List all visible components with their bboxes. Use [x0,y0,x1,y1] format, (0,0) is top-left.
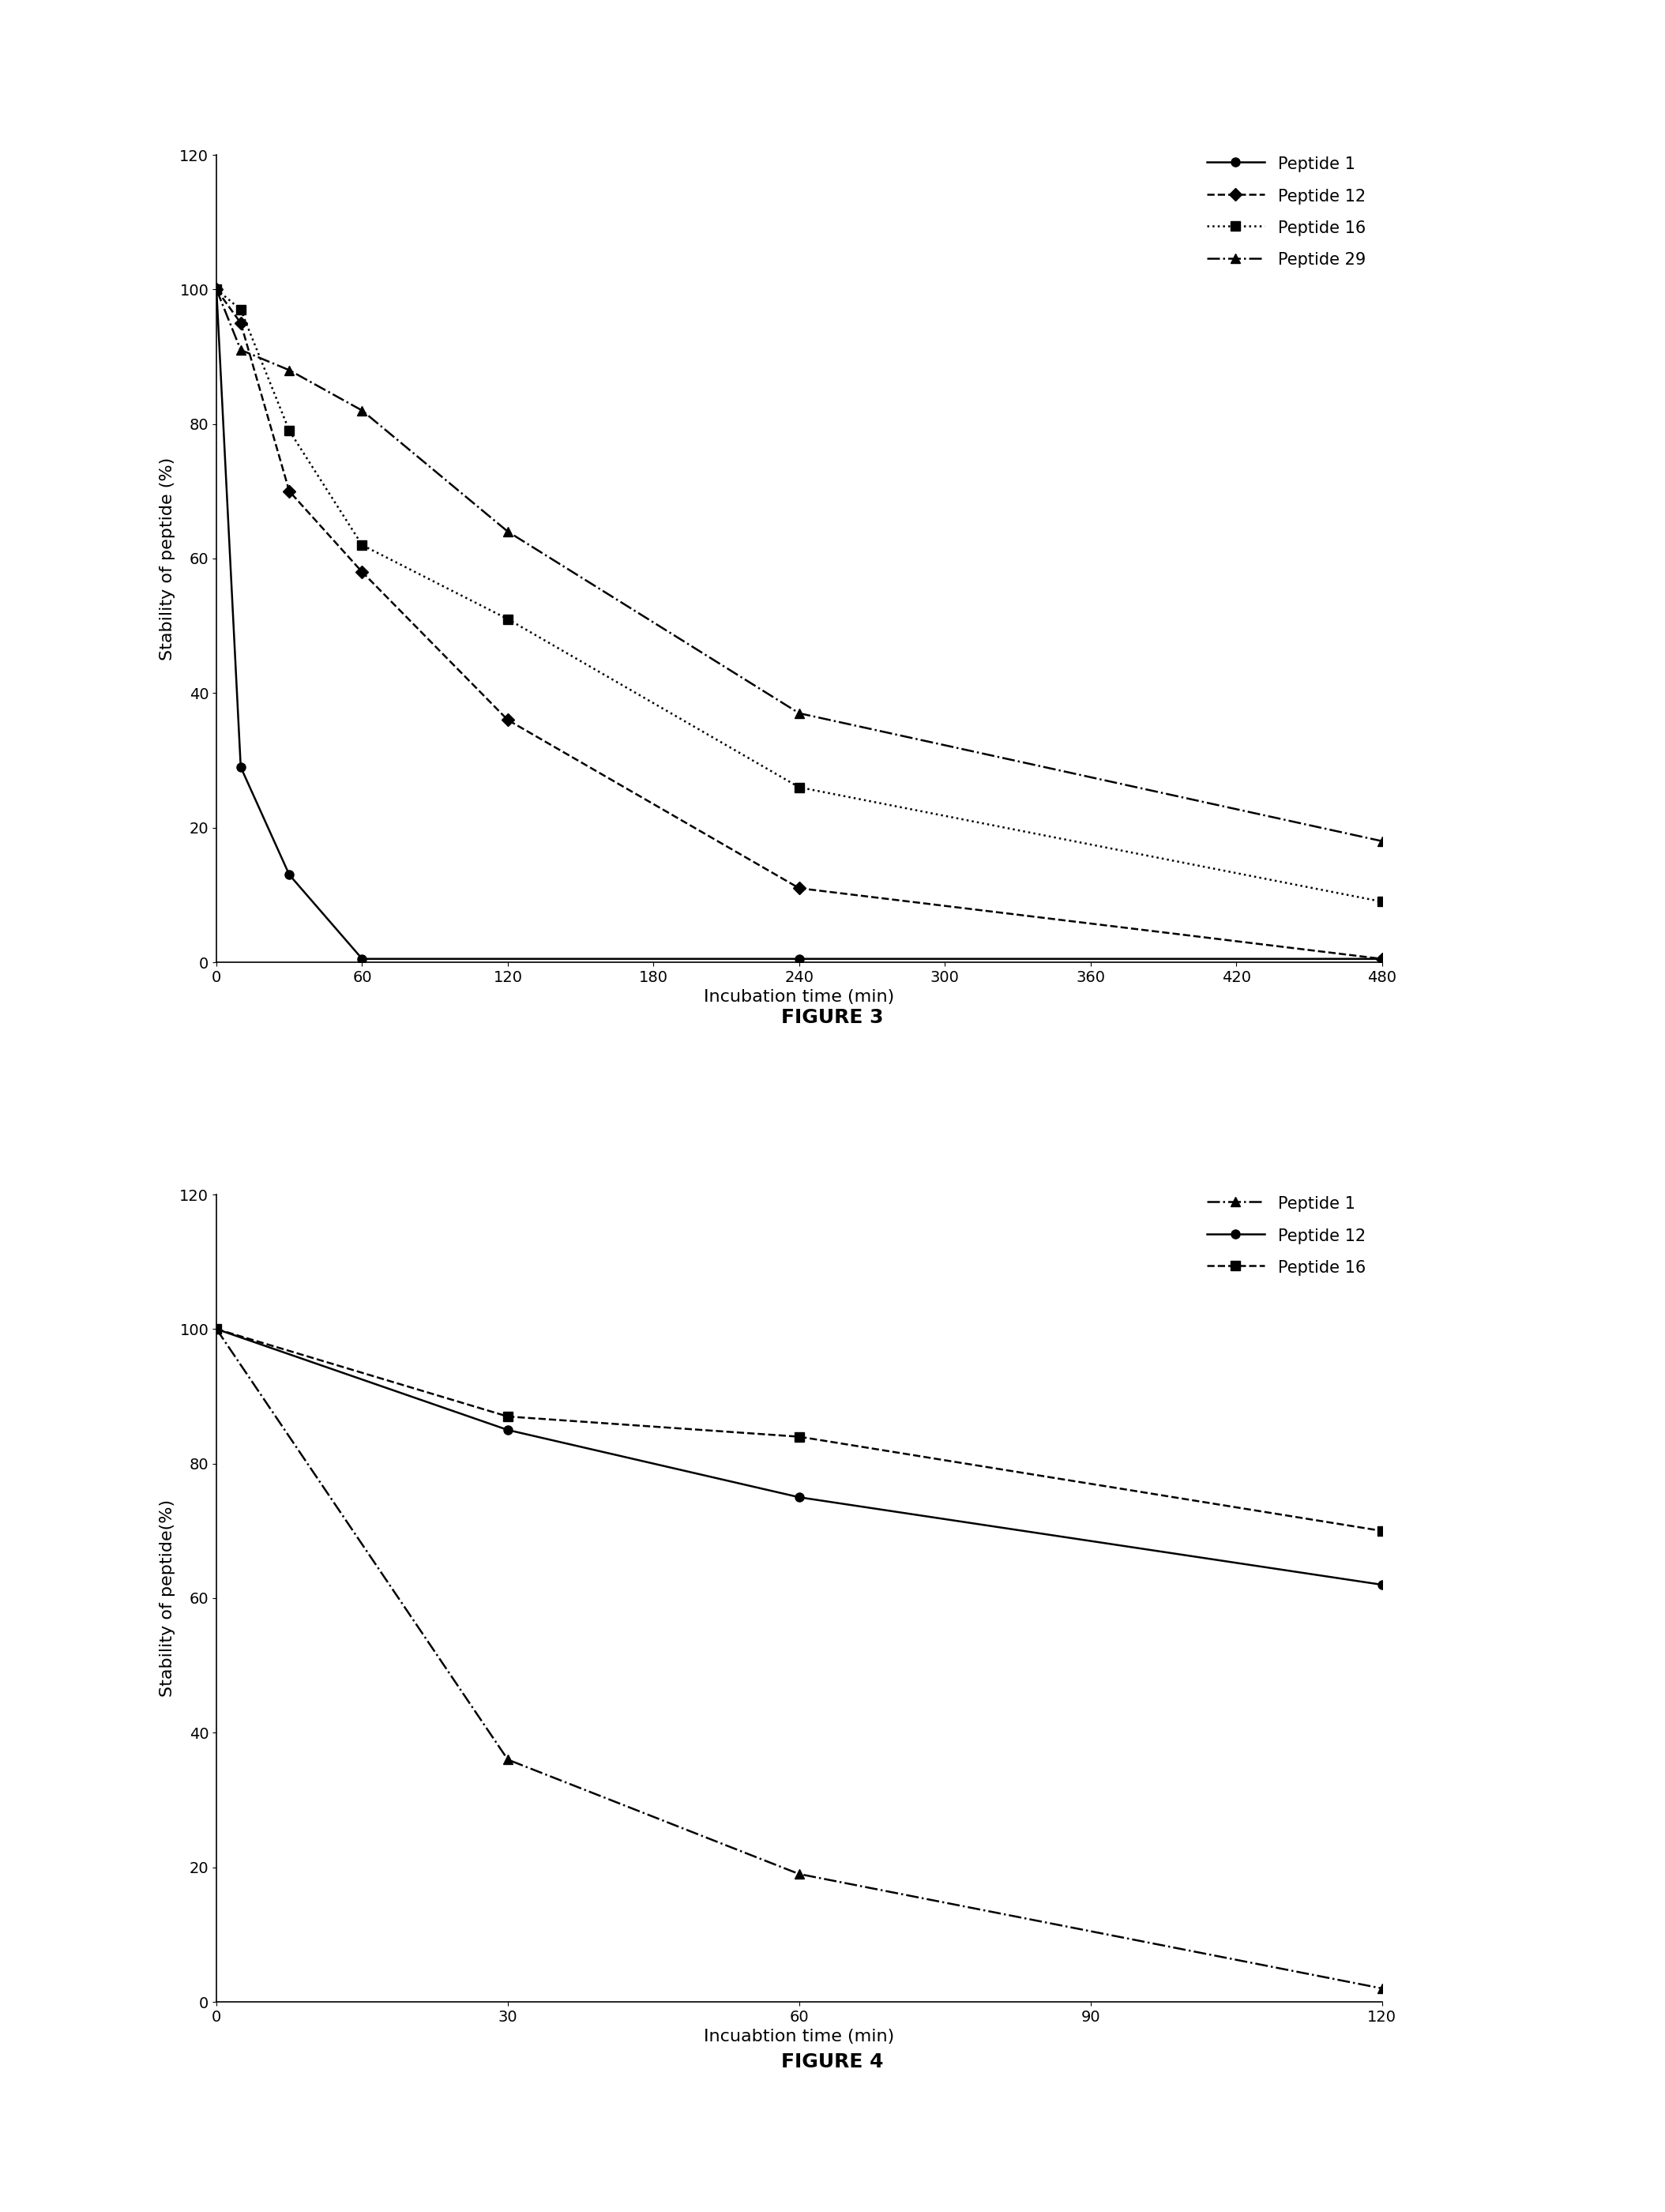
Peptide 12 [498,708,518,734]
Line: Peptide 29: Peptide 29 [211,285,1387,845]
Peptide 1 [1372,1975,1392,2002]
X-axis label: Incuabtion time (min): Incuabtion time (min) [704,2028,894,2044]
Text: FIGURE 3: FIGURE 3 [781,1009,884,1026]
Peptide 16 [1372,889,1392,916]
Peptide 12 [280,478,300,504]
Line: Peptide 16: Peptide 16 [211,1325,1387,1535]
Peptide 12 [789,876,809,902]
Peptide 16 [206,276,226,303]
Peptide 12 [206,276,226,303]
Peptide 16 [206,1316,226,1343]
Peptide 12 [1372,1571,1392,1597]
Peptide 16 [1372,1517,1392,1544]
Peptide 16 [280,418,300,445]
Peptide 1 [353,945,373,971]
Legend: Peptide 1, Peptide 12, Peptide 16: Peptide 1, Peptide 12, Peptide 16 [1199,1186,1374,1285]
Peptide 29 [498,518,518,544]
Peptide 16 [498,1402,518,1429]
Line: Peptide 12: Peptide 12 [211,1325,1387,1588]
Peptide 16 [789,774,809,801]
Peptide 29 [231,336,251,363]
Peptide 29 [1372,827,1392,854]
Peptide 29 [789,699,809,726]
Y-axis label: Stability of peptide(%): Stability of peptide(%) [160,1500,175,1697]
Peptide 1 [789,945,809,971]
Peptide 29 [353,398,373,425]
Text: FIGURE 4: FIGURE 4 [781,2053,884,2070]
Line: Peptide 1: Peptide 1 [211,285,1387,962]
Peptide 16 [353,531,373,557]
Legend: Peptide 1, Peptide 12, Peptide 16, Peptide 29: Peptide 1, Peptide 12, Peptide 16, Pepti… [1199,146,1374,276]
Line: Peptide 16: Peptide 16 [211,285,1387,907]
Peptide 12 [206,1316,226,1343]
Peptide 1 [206,1316,226,1343]
X-axis label: Incubation time (min): Incubation time (min) [704,989,894,1004]
Peptide 16 [498,606,518,633]
Peptide 1 [280,860,300,887]
Y-axis label: Stability of peptide (%): Stability of peptide (%) [160,458,175,659]
Line: Peptide 1: Peptide 1 [211,1325,1387,1993]
Peptide 16 [789,1425,809,1451]
Peptide 12 [789,1484,809,1511]
Peptide 1 [498,1747,518,1774]
Peptide 29 [206,276,226,303]
Peptide 12 [1372,945,1392,971]
Peptide 16 [231,296,251,323]
Peptide 12 [353,560,373,586]
Peptide 1 [789,1860,809,1887]
Peptide 12 [231,310,251,336]
Peptide 1 [231,754,251,781]
Line: Peptide 12: Peptide 12 [211,285,1387,962]
Peptide 1 [1372,945,1392,971]
Peptide 1 [206,276,226,303]
Peptide 29 [280,356,300,383]
Peptide 12 [498,1416,518,1442]
